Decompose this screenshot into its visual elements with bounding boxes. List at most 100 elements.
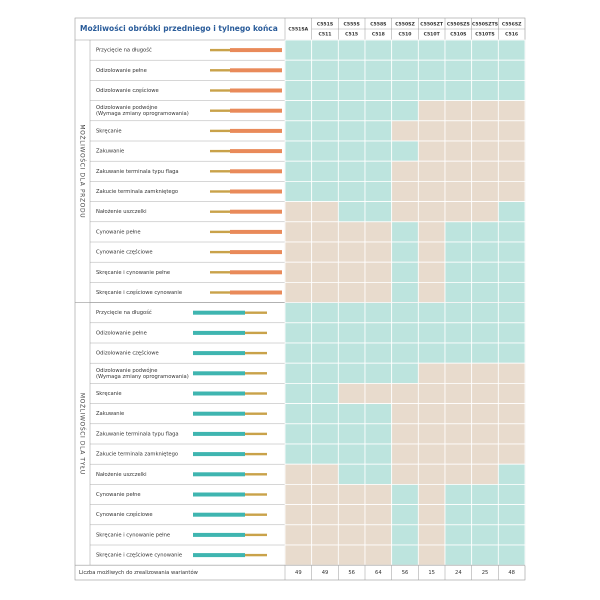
cell (471, 180, 499, 202)
cell (444, 463, 473, 485)
footer-value: 24 (455, 570, 462, 576)
cell (497, 443, 526, 465)
cell (311, 382, 339, 404)
cell (364, 201, 393, 223)
cell (497, 382, 526, 404)
cell (391, 59, 419, 81)
cell (284, 201, 313, 223)
col-header-top: C558S (370, 22, 386, 28)
cell (364, 322, 393, 344)
row-label: Zakuwanie (96, 411, 124, 417)
col-header-top: C550SZ (395, 22, 415, 28)
wire-icon (245, 392, 267, 395)
row-label: Cynowanie pełne (96, 229, 141, 235)
row-label: Odizolowanie częściowe (96, 87, 159, 94)
cell (444, 443, 473, 465)
wire-icon (245, 331, 267, 335)
cell (311, 504, 339, 526)
cell (391, 544, 419, 566)
cell (364, 504, 393, 526)
cell (444, 342, 473, 364)
cell (444, 403, 473, 425)
col-header-top: C550SZS (447, 22, 470, 28)
cell (497, 59, 526, 81)
wire-icon (210, 48, 230, 52)
row-label: Cynowanie częściowe (96, 511, 153, 518)
cell (284, 544, 313, 566)
cell (337, 463, 366, 485)
cell (284, 221, 313, 243)
cell (337, 100, 366, 122)
cell (417, 423, 446, 445)
row-label: Odizolowanie częściowe (96, 350, 159, 357)
cell (391, 423, 419, 445)
wire-icon (245, 513, 267, 516)
cell (497, 281, 526, 303)
cell (284, 100, 313, 122)
cell (391, 261, 419, 283)
wire-icon (245, 432, 267, 436)
section-label: MOŻLIWOŚCI DLA PRZODU (79, 124, 86, 218)
cell (444, 39, 473, 61)
wire-icon (230, 48, 282, 53)
cell (311, 221, 339, 243)
wire-icon (245, 372, 267, 375)
cell (311, 59, 339, 81)
wire-icon (230, 209, 282, 214)
cell (364, 39, 393, 61)
row-label: Skręcanie i częściowe cynowanie (96, 289, 182, 296)
cell (417, 342, 446, 364)
cell (284, 463, 313, 485)
cell (284, 362, 313, 384)
row-label: Odizolowanie podwójne (96, 367, 157, 374)
cell (364, 241, 393, 263)
cell (417, 524, 446, 546)
cell (444, 362, 473, 384)
cell (284, 423, 313, 445)
cell (284, 39, 313, 61)
cell (364, 140, 393, 162)
cell (391, 80, 419, 102)
cell (444, 423, 473, 445)
wire-icon (230, 290, 282, 295)
cell (497, 100, 526, 122)
footer-value: 56 (402, 570, 409, 576)
cell (391, 483, 419, 505)
wire-icon (245, 311, 267, 314)
cell (444, 281, 473, 303)
cell (471, 59, 499, 81)
cell (391, 382, 419, 404)
cell (311, 362, 339, 384)
cell (471, 423, 499, 445)
wire-icon (245, 473, 267, 476)
cell (471, 241, 499, 263)
cell (417, 302, 446, 324)
wire-icon (230, 128, 282, 133)
cell (471, 362, 499, 384)
cell (391, 463, 419, 485)
cell (364, 100, 393, 122)
cell (364, 362, 393, 384)
footer-value: 56 (348, 570, 355, 576)
cell (417, 544, 446, 566)
row-label: Skręcanie i częściowe cynowanie (96, 552, 182, 559)
cell (417, 443, 446, 465)
cell (337, 382, 366, 404)
cell (417, 322, 446, 344)
cell (471, 201, 499, 223)
cell (364, 342, 393, 364)
cell (311, 100, 339, 122)
cell (444, 100, 473, 122)
col-header-top: C555S (344, 22, 360, 28)
row-label: Cynowanie częściowe (96, 249, 153, 256)
cell (497, 221, 526, 243)
wire-icon (245, 553, 267, 557)
wire-icon (230, 189, 282, 194)
cell (391, 281, 419, 303)
cell (444, 322, 473, 344)
cell (391, 100, 419, 122)
cell (311, 261, 339, 283)
cell (417, 403, 446, 425)
cell (417, 201, 446, 223)
row-label: Zakuwanie terminala typu flaga (96, 431, 179, 437)
